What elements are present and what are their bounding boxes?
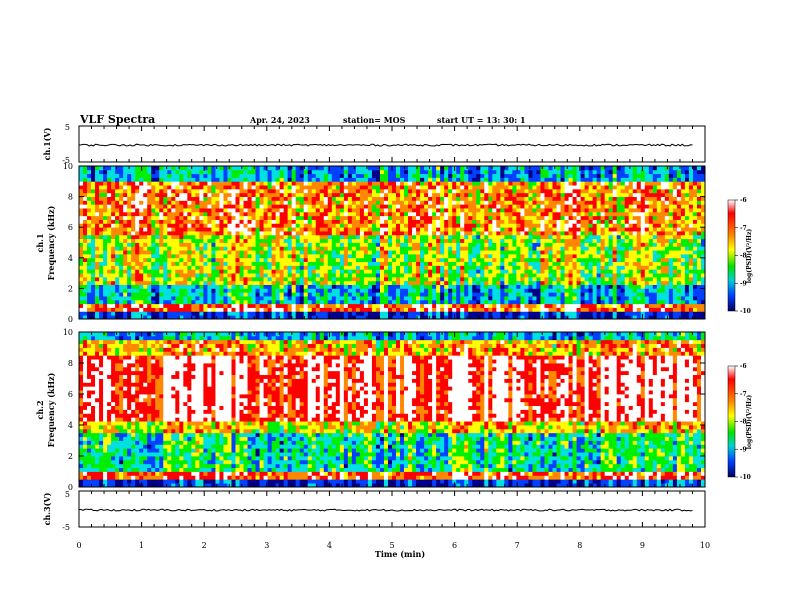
- yt2-label-4: 8: [68, 359, 73, 368]
- yt1-label-2: 4: [68, 254, 73, 263]
- yt1-label-0: 0: [68, 315, 73, 324]
- time-tick-label-3: 3: [264, 541, 269, 550]
- date-label: Apr. 24, 2023: [249, 115, 310, 125]
- ch2-spectrogram-panel: ch.2 Frequency (kHz) 0 2 4 6 8 10: [35, 328, 706, 492]
- ch1-frequency-ticks: 0 2 4 6 8 10: [63, 162, 705, 324]
- time-axis: 0 1 2 3 4 5 6 7 8 9 10: [76, 126, 710, 550]
- ch1-colorbar-label: log(PSD)(V²/Hz): [746, 229, 753, 284]
- cb2ticks-label-1: -7: [740, 391, 747, 398]
- yt2-label-1: 2: [68, 452, 73, 461]
- ch3-voltage-tick-top: 5: [65, 490, 70, 499]
- time-tick-label-4: 4: [327, 541, 332, 550]
- ch3-voltage-axis-label: ch.3(V): [42, 492, 52, 525]
- ch2-colorbar-label: log(PSD)(V²/Hz): [746, 395, 753, 450]
- chart-title: VLF Spectra: [79, 113, 155, 126]
- yt2-label-3: 6: [68, 390, 73, 399]
- cb1ticks-label-2: -8: [740, 253, 747, 260]
- time-tick-label-1: 1: [139, 541, 144, 550]
- time-tick-label-10: 10: [700, 541, 710, 550]
- start-time-label: start UT = 13: 30: 1: [437, 115, 526, 125]
- yt1-label-3: 6: [68, 223, 73, 232]
- ch1-channel-label: ch.1: [35, 233, 45, 252]
- ch1-frequency-axis-label: Frequency (kHz): [46, 205, 56, 280]
- yt2-label-0: 0: [68, 483, 73, 492]
- ch1-voltage-trace: [78, 143, 693, 147]
- yt2-label-5: 10: [63, 328, 73, 337]
- cb2ticks-label-2: -8: [740, 419, 747, 426]
- cb1ticks-label-4: -10: [740, 308, 751, 315]
- station-label: station= MOS: [343, 115, 406, 125]
- yt2-label-2: 4: [68, 421, 73, 430]
- cb2ticks-label-4: -10: [740, 474, 751, 481]
- time-tick-label-6: 6: [452, 541, 457, 550]
- ch2-frequency-ticks: 0 2 4 6 8 10: [63, 328, 705, 492]
- cb2ticks-label-0: -6: [740, 363, 747, 370]
- ch1-voltage-tick-bottom: -5: [62, 156, 70, 165]
- ch3-voltage-trace: [79, 508, 693, 512]
- time-tick-label-8: 8: [577, 541, 582, 550]
- ch2-channel-label: ch.2: [35, 400, 45, 419]
- cb1ticks-label-0: -6: [740, 197, 747, 204]
- yt1-label-4: 8: [68, 193, 73, 202]
- ch2-spectrogram-image: [79, 332, 706, 488]
- ch1-voltage-tick-top: 5: [65, 123, 70, 132]
- ch1-spectrogram-image: [79, 166, 706, 320]
- ch2-frequency-axis-label: Frequency (kHz): [46, 372, 56, 447]
- ch1-spectrogram-panel: ch.1 Frequency (kHz) 0 2 4 6 8 10: [35, 162, 706, 324]
- ch2-colorbar: -6 -7 -8 -9 -10 log(PSD)(V²/Hz): [727, 363, 753, 481]
- ch3-voltage-tick-bottom: -5: [62, 523, 70, 532]
- time-tick-label-2: 2: [202, 541, 207, 550]
- time-axis-label: Time (min): [375, 549, 425, 559]
- yt1-label-5: 10: [63, 162, 73, 171]
- time-tick-label-9: 9: [640, 541, 645, 550]
- cb1ticks-label-1: -7: [740, 225, 747, 232]
- cb1ticks-label-3: -9: [740, 280, 747, 287]
- time-tick-label-7: 7: [515, 541, 520, 550]
- ch1-voltage-axis-label: ch.1(V): [42, 127, 52, 160]
- cb2ticks-label-3: -9: [740, 446, 747, 453]
- time-tick-label-5: 5: [389, 541, 394, 550]
- ch1-colorbar: -6 -7 -8 -9 -10 log(PSD)(V²/Hz): [727, 197, 753, 315]
- yt1-label-1: 2: [68, 284, 73, 293]
- time-tick-label-0: 0: [76, 541, 81, 550]
